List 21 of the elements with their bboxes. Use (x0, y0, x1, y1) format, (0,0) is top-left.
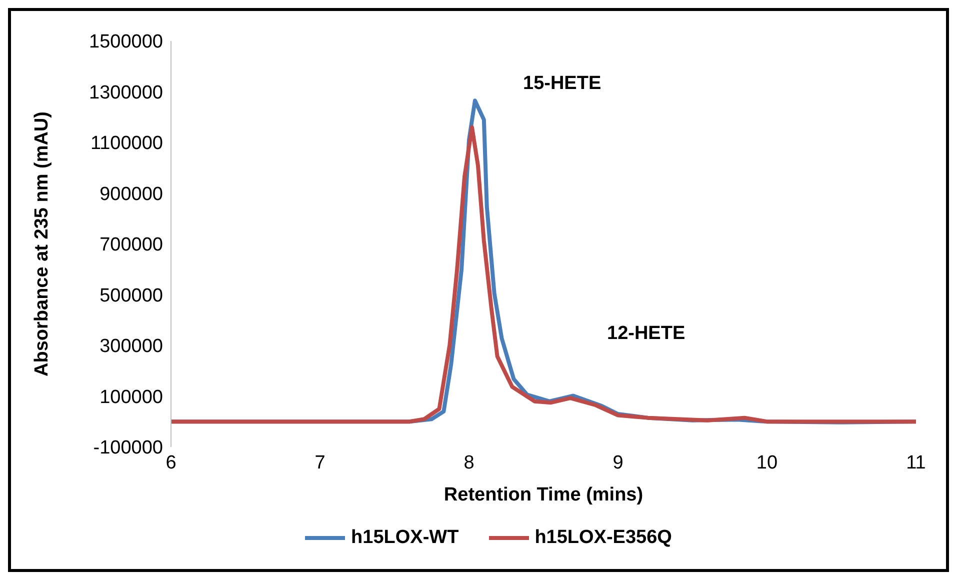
y-tick-label: 300000 (100, 336, 163, 358)
y-axis-title: Absorbance at 235 nm (mAU) (32, 111, 53, 377)
legend-label: h15LOX-E356Q (534, 527, 672, 549)
y-tick-label: 1300000 (89, 82, 163, 104)
x-tick-label: 11 (906, 452, 926, 474)
x-tick-label: 6 (166, 452, 176, 474)
y-tick-label: 500000 (100, 285, 163, 306)
y-tick-label: 900000 (100, 184, 163, 205)
x-tick-label: 8 (464, 452, 474, 474)
y-tick-label: 700000 (100, 234, 163, 256)
annotation: 15-HETE (523, 73, 602, 95)
y-tick-label: -100000 (93, 438, 163, 459)
y-tick-label: 1500000 (89, 32, 163, 53)
x-axis-title: Retention Time (mins) (444, 484, 644, 506)
annotation: 12-HETE (607, 323, 686, 345)
x-tick-label: 9 (612, 452, 624, 474)
legend-label: h15LOX-WT (351, 527, 459, 549)
y-tick-label: 100000 (100, 386, 163, 408)
x-tick-label: 10 (756, 452, 778, 474)
y-tick-label: 1100000 (90, 133, 163, 154)
x-tick-label: 7 (314, 452, 326, 474)
